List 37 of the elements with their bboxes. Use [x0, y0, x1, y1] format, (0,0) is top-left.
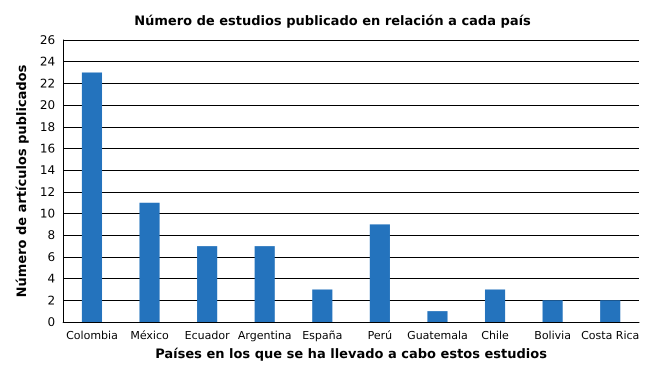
y-tick-label: 6	[48, 250, 56, 264]
bar	[139, 202, 160, 322]
y-tick-label: 20	[40, 98, 56, 112]
bar	[427, 311, 448, 322]
x-axis-title: Países en los que se ha llevado a cabo estos estudios	[155, 347, 548, 362]
bar	[484, 289, 506, 322]
x-tick-label: Colombia	[66, 329, 118, 342]
x-tick-label: México	[130, 329, 170, 342]
y-axis-title: Número de artículos publicados	[15, 64, 30, 298]
bar	[254, 246, 275, 322]
y-tick-label: 10	[40, 206, 56, 221]
y-tick-label: 18	[40, 120, 56, 134]
x-tick-label: Argentina	[238, 329, 292, 342]
x-tick-label: Costa Rica	[581, 329, 640, 342]
x-tick-label: Ecuador	[184, 329, 230, 342]
bar	[542, 300, 563, 322]
x-tick-label: España	[302, 329, 342, 342]
bar	[600, 300, 620, 322]
y-tick-label: 22	[40, 76, 56, 90]
y-tick-label: 4	[48, 272, 56, 286]
bar	[312, 289, 332, 322]
bar	[82, 72, 102, 322]
x-tick-label: Perú	[368, 329, 392, 342]
chart-title: Número de estudios publicado en relación a cada país	[134, 14, 532, 29]
y-tick-label: 16	[40, 141, 56, 156]
x-tick-label: Bolivia	[534, 329, 571, 342]
x-tick-label: Chile	[481, 329, 510, 342]
y-tick-label: 8	[48, 228, 56, 242]
y-tick-label: 14	[40, 163, 56, 178]
y-tick-label: 24	[40, 54, 56, 69]
y-tick-label: 0	[48, 315, 56, 329]
x-tick-label: Guatemala	[407, 329, 468, 342]
y-tick-label: 12	[40, 184, 56, 199]
bar	[197, 246, 218, 322]
bar	[370, 224, 390, 322]
y-tick-label: 2	[48, 293, 56, 308]
y-tick-label: 26	[40, 33, 56, 47]
